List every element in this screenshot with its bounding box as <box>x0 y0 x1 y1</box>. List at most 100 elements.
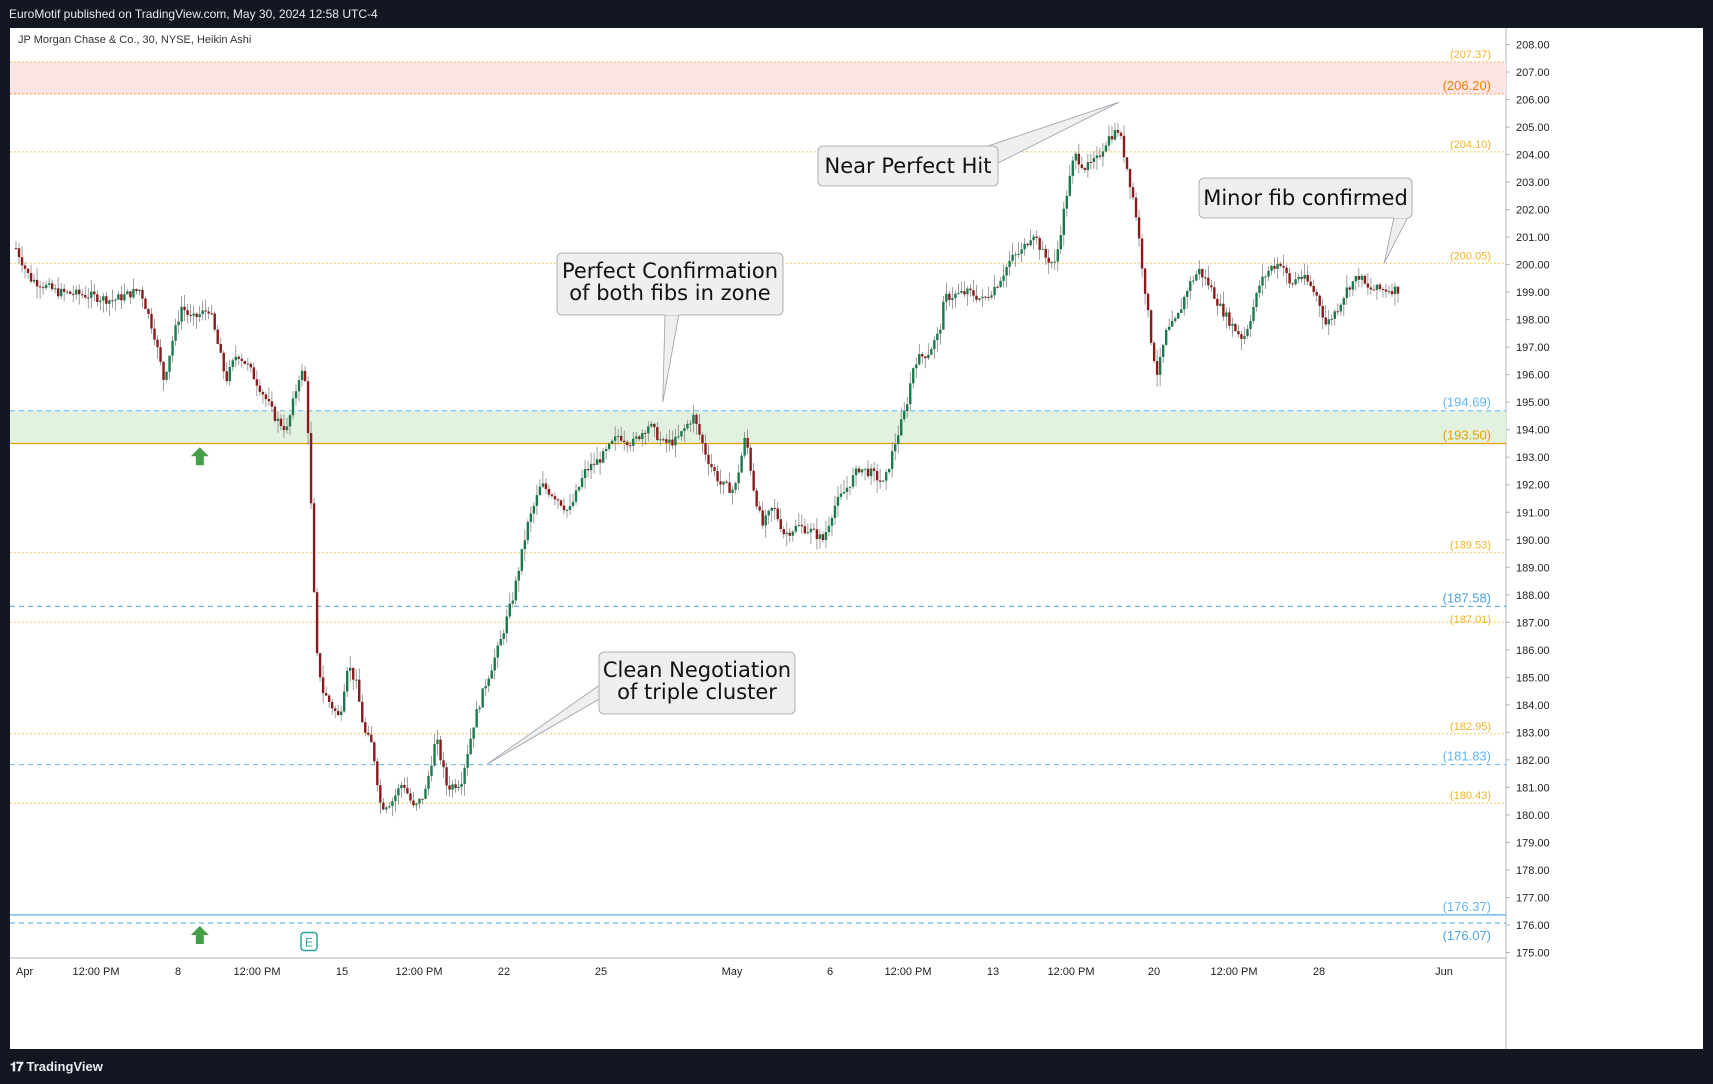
candle-body <box>635 436 638 439</box>
candle-body <box>1300 276 1303 279</box>
candle-body <box>135 288 138 292</box>
candle-body <box>276 418 280 421</box>
candle-body <box>17 248 21 258</box>
candle-body <box>740 455 743 473</box>
candle-body <box>324 693 328 696</box>
level-label: (207.37) <box>1450 49 1491 61</box>
candle-body <box>1324 317 1327 325</box>
candle-body <box>1192 280 1195 282</box>
y-tick-label: 203.00 <box>1516 177 1550 189</box>
candle-body <box>336 710 340 716</box>
candle-body <box>662 439 665 441</box>
candle-body <box>385 807 388 810</box>
candle-body <box>1396 286 1400 294</box>
candle-body <box>376 761 379 786</box>
footer-bar: 𝟏𝟕 TradingView <box>0 1049 1713 1084</box>
candle-body <box>924 356 927 359</box>
level-label: (189.53) <box>1450 540 1491 552</box>
candle-body <box>833 505 837 518</box>
callout-box <box>1198 177 1413 219</box>
candle-body <box>93 291 96 295</box>
candle-body <box>285 426 289 431</box>
candle-body <box>610 440 614 444</box>
candle-body <box>704 443 707 455</box>
candle-body <box>111 300 114 302</box>
candle-body <box>41 287 45 289</box>
y-tick-label: 182.00 <box>1516 755 1550 767</box>
candle-body <box>860 469 864 473</box>
candle-body <box>839 493 843 497</box>
candle-body <box>1237 331 1240 335</box>
x-tick-label: Apr <box>16 966 33 978</box>
candle-body <box>1026 243 1029 246</box>
x-tick-label: 8 <box>175 966 181 978</box>
candle-body <box>912 368 915 384</box>
candle-body <box>1047 257 1050 263</box>
candle-body <box>219 343 222 353</box>
candle-body <box>547 488 551 495</box>
chart-legend: JP Morgan Chase & Co., 30, NYSE, Heikin … <box>18 34 252 46</box>
price-chart[interactable]: (207.37) (206.20) (204.10) (200.05) (194.69)… <box>10 28 1703 1049</box>
candle-body <box>1282 266 1285 268</box>
candle-body <box>297 380 301 392</box>
candle-body <box>863 468 867 470</box>
candle-body <box>496 645 499 658</box>
candle-body <box>665 439 668 443</box>
candle-body <box>105 296 108 304</box>
candle-body <box>1363 275 1367 284</box>
candle-body <box>1219 303 1222 306</box>
candle-body <box>409 793 412 801</box>
candle-body <box>568 505 572 510</box>
candle-body <box>1183 296 1186 310</box>
candle-body <box>382 802 385 810</box>
candle-body <box>818 534 822 539</box>
chart-area[interactable]: (207.37) (206.20) (204.10) (200.05) (194.69)… <box>10 28 1703 1049</box>
candle-body <box>842 491 846 494</box>
candle-body <box>243 360 247 364</box>
candle-body <box>785 532 788 535</box>
callout-box <box>598 651 796 715</box>
candle-body <box>758 506 761 511</box>
candle-body <box>345 670 349 692</box>
candle-body <box>731 489 734 493</box>
candle-body <box>650 423 653 427</box>
candle-body <box>38 286 42 288</box>
candle-body <box>273 406 277 421</box>
candle-body <box>264 394 268 400</box>
zone-band <box>10 61 1506 95</box>
candle-body <box>686 423 689 429</box>
x-tick-label: 12:00 PM <box>1047 966 1094 978</box>
x-tick-label: 12:00 PM <box>233 966 280 978</box>
tradingview-logo-icon[interactable]: 𝟏𝟕 <box>10 1059 24 1074</box>
candle-body <box>598 459 602 463</box>
candle-body <box>129 291 132 298</box>
candle-body <box>1231 323 1234 326</box>
candle-body <box>177 321 180 326</box>
candle-body <box>318 653 322 678</box>
candle-body <box>53 288 57 290</box>
y-tick-label: 208.00 <box>1516 40 1550 52</box>
candle-body <box>571 501 575 506</box>
candle-body <box>1225 312 1228 317</box>
candle-body <box>896 435 900 445</box>
candle-body <box>255 379 259 386</box>
candle-body <box>893 444 897 452</box>
candle-body <box>1279 263 1282 267</box>
candle-body <box>138 289 141 292</box>
candle-body <box>577 486 581 491</box>
candle-body <box>451 784 454 790</box>
brand-name[interactable]: TradingView <box>26 1059 103 1074</box>
candle-body <box>1164 329 1168 345</box>
candle-body <box>270 401 274 407</box>
candle-body <box>32 279 36 282</box>
candle-body <box>1116 130 1120 133</box>
candle-body <box>788 532 791 536</box>
candle-body <box>412 800 415 806</box>
candle-body <box>1110 136 1114 140</box>
candle-body <box>520 549 524 571</box>
candle-body <box>174 325 177 341</box>
candle-body <box>517 570 521 581</box>
candle-body <box>234 356 237 361</box>
candle-body <box>857 468 861 473</box>
candle-body <box>607 443 611 449</box>
